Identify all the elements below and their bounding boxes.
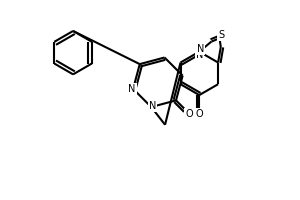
Text: N: N	[148, 101, 156, 111]
Text: O: O	[196, 109, 203, 119]
Text: N: N	[196, 44, 204, 54]
Text: N: N	[128, 84, 136, 94]
Text: N: N	[196, 50, 203, 60]
Text: S: S	[218, 30, 225, 40]
Text: O: O	[185, 109, 193, 119]
